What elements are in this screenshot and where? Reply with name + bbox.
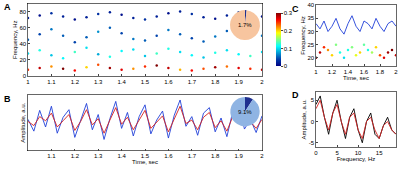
- svg-text:A: A: [4, 2, 11, 12]
- svg-text:1.5: 1.5: [141, 153, 150, 159]
- svg-text:0.1: 0.1: [284, 46, 293, 52]
- svg-text:C: C: [292, 4, 299, 14]
- svg-text:0: 0: [23, 73, 27, 79]
- svg-text:Time, sec: Time, sec: [132, 159, 158, 165]
- svg-text:Amplitude, a.u.: Amplitude, a.u.: [301, 99, 307, 139]
- svg-text:1.2: 1.2: [328, 69, 337, 75]
- svg-text:1.7: 1.7: [188, 79, 197, 85]
- svg-text:0: 0: [311, 119, 315, 125]
- svg-text:35: 35: [308, 15, 315, 21]
- svg-text:-5: -5: [309, 140, 315, 146]
- svg-text:40: 40: [20, 41, 27, 47]
- svg-text:20: 20: [308, 55, 315, 61]
- svg-text:1.8: 1.8: [211, 79, 220, 85]
- svg-text:2: 2: [260, 79, 264, 85]
- svg-text:20: 20: [20, 57, 27, 63]
- svg-text:1.6: 1.6: [164, 79, 173, 85]
- svg-text:1: 1: [314, 69, 318, 75]
- svg-text:2: 2: [394, 69, 398, 75]
- svg-text:B: B: [4, 94, 11, 104]
- svg-text:1.2: 1.2: [71, 79, 80, 85]
- svg-text:15: 15: [376, 150, 383, 156]
- svg-text:1.3: 1.3: [94, 79, 103, 85]
- svg-text:60: 60: [20, 25, 27, 31]
- svg-text:10: 10: [355, 150, 362, 156]
- svg-text:40: 40: [308, 2, 315, 8]
- svg-text:1.4: 1.4: [117, 79, 126, 85]
- svg-text:1.2: 1.2: [71, 153, 80, 159]
- svg-text:0: 0: [314, 150, 318, 156]
- svg-text:1.8: 1.8: [211, 153, 220, 159]
- svg-text:1.5: 1.5: [141, 79, 150, 85]
- svg-text:0.3: 0.3: [284, 10, 293, 16]
- svg-text:1.8: 1.8: [376, 69, 385, 75]
- svg-text:25: 25: [308, 42, 315, 48]
- svg-text:1.6: 1.6: [360, 69, 369, 75]
- svg-text:80: 80: [20, 9, 27, 15]
- svg-text:1.1: 1.1: [47, 153, 56, 159]
- svg-text:0: 0: [284, 63, 288, 69]
- svg-text:30: 30: [308, 29, 315, 35]
- svg-text:2: 2: [260, 153, 264, 159]
- svg-text:Frequency, Hz: Frequency, Hz: [337, 156, 376, 162]
- svg-text:Frequency, Hz: Frequency, Hz: [300, 16, 306, 55]
- svg-text:1.7%: 1.7%: [238, 22, 252, 28]
- svg-text:1.9: 1.9: [234, 153, 243, 159]
- svg-text:1.6: 1.6: [164, 153, 173, 159]
- svg-text:1.4: 1.4: [344, 69, 353, 75]
- svg-text:1.7: 1.7: [188, 153, 197, 159]
- svg-text:1.4: 1.4: [117, 153, 126, 159]
- svg-text:9.1%: 9.1%: [238, 109, 252, 115]
- svg-text:Frequency, Hz: Frequency, Hz: [12, 21, 18, 60]
- svg-text:1.9: 1.9: [234, 79, 243, 85]
- svg-text:0.2: 0.2: [284, 28, 293, 34]
- svg-text:1.1: 1.1: [47, 79, 56, 85]
- svg-text:1: 1: [26, 79, 30, 85]
- svg-text:Time, sec: Time, sec: [343, 75, 369, 81]
- svg-text:5: 5: [311, 97, 315, 103]
- svg-text:D: D: [292, 90, 299, 100]
- svg-text:Amplitude, a.u.: Amplitude, a.u.: [20, 102, 26, 142]
- svg-text:5: 5: [335, 150, 339, 156]
- svg-text:1.3: 1.3: [94, 153, 103, 159]
